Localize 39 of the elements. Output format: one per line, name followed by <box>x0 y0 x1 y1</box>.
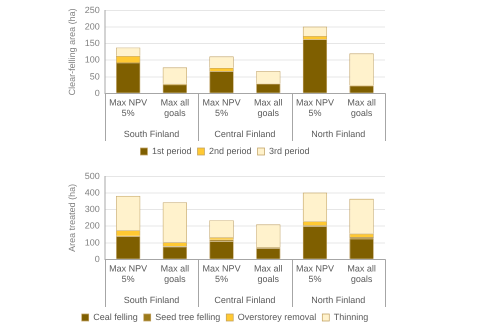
y-tick-label: 200 <box>84 220 100 231</box>
y-tick-label: 100 <box>84 54 100 65</box>
legend-label: Overstorey removal <box>238 312 316 322</box>
text: Central Finland <box>214 128 276 139</box>
y-tick-label: 300 <box>84 204 100 214</box>
x-tick-label: Max NPV 5% <box>202 97 241 118</box>
legend-label: Ceal felling <box>93 312 138 322</box>
y-tick-label: 250 <box>84 4 100 15</box>
x-tick-label: Max all goals <box>254 263 283 284</box>
text: North Finland <box>311 128 366 139</box>
y-tick-label: 150 <box>84 38 100 48</box>
x-tick-label: Max NPV 5% <box>296 97 334 118</box>
x-tick-label: Max NPV 5% <box>109 263 148 284</box>
x-tick-label: Max all goals <box>160 263 190 284</box>
legend-label: 2nd period <box>208 146 252 156</box>
y-tick-label: 200 <box>84 21 100 32</box>
x-tick-label: Max all goals <box>347 97 376 118</box>
y-tick-label: 0 <box>94 254 100 264</box>
x-tick-label: Max NPV 5% <box>202 263 241 284</box>
y-axis-title: Area treated (ha) <box>66 184 77 252</box>
x-tick-label: Max all goals <box>347 263 376 284</box>
y-tick-label: 50 <box>90 71 100 82</box>
legend-label: Seed tree felling <box>155 312 220 322</box>
y-tick-label: 400 <box>84 187 100 198</box>
text: Central Finland <box>214 294 276 305</box>
y-axis-title: Clear-felling area (ha) <box>66 8 77 96</box>
y-tick-label: 100 <box>84 237 100 248</box>
x-tick-label: Max all goals <box>254 97 283 118</box>
y-tick-label: 500 <box>84 170 100 181</box>
text: North Finland <box>311 294 366 305</box>
text: South Finland <box>124 294 180 305</box>
x-tick-label: Max NPV 5% <box>296 263 334 284</box>
x-tick-label: Max all goals <box>160 97 190 118</box>
x-tick-label: Max NPV 5% <box>109 97 148 118</box>
legend-label: 3rd period <box>269 146 310 156</box>
y-tick-label: 0 <box>94 88 100 98</box>
legend-label: 1st period <box>152 146 192 156</box>
legend-label: Thinning <box>334 312 368 322</box>
text: South Finland <box>124 128 180 139</box>
